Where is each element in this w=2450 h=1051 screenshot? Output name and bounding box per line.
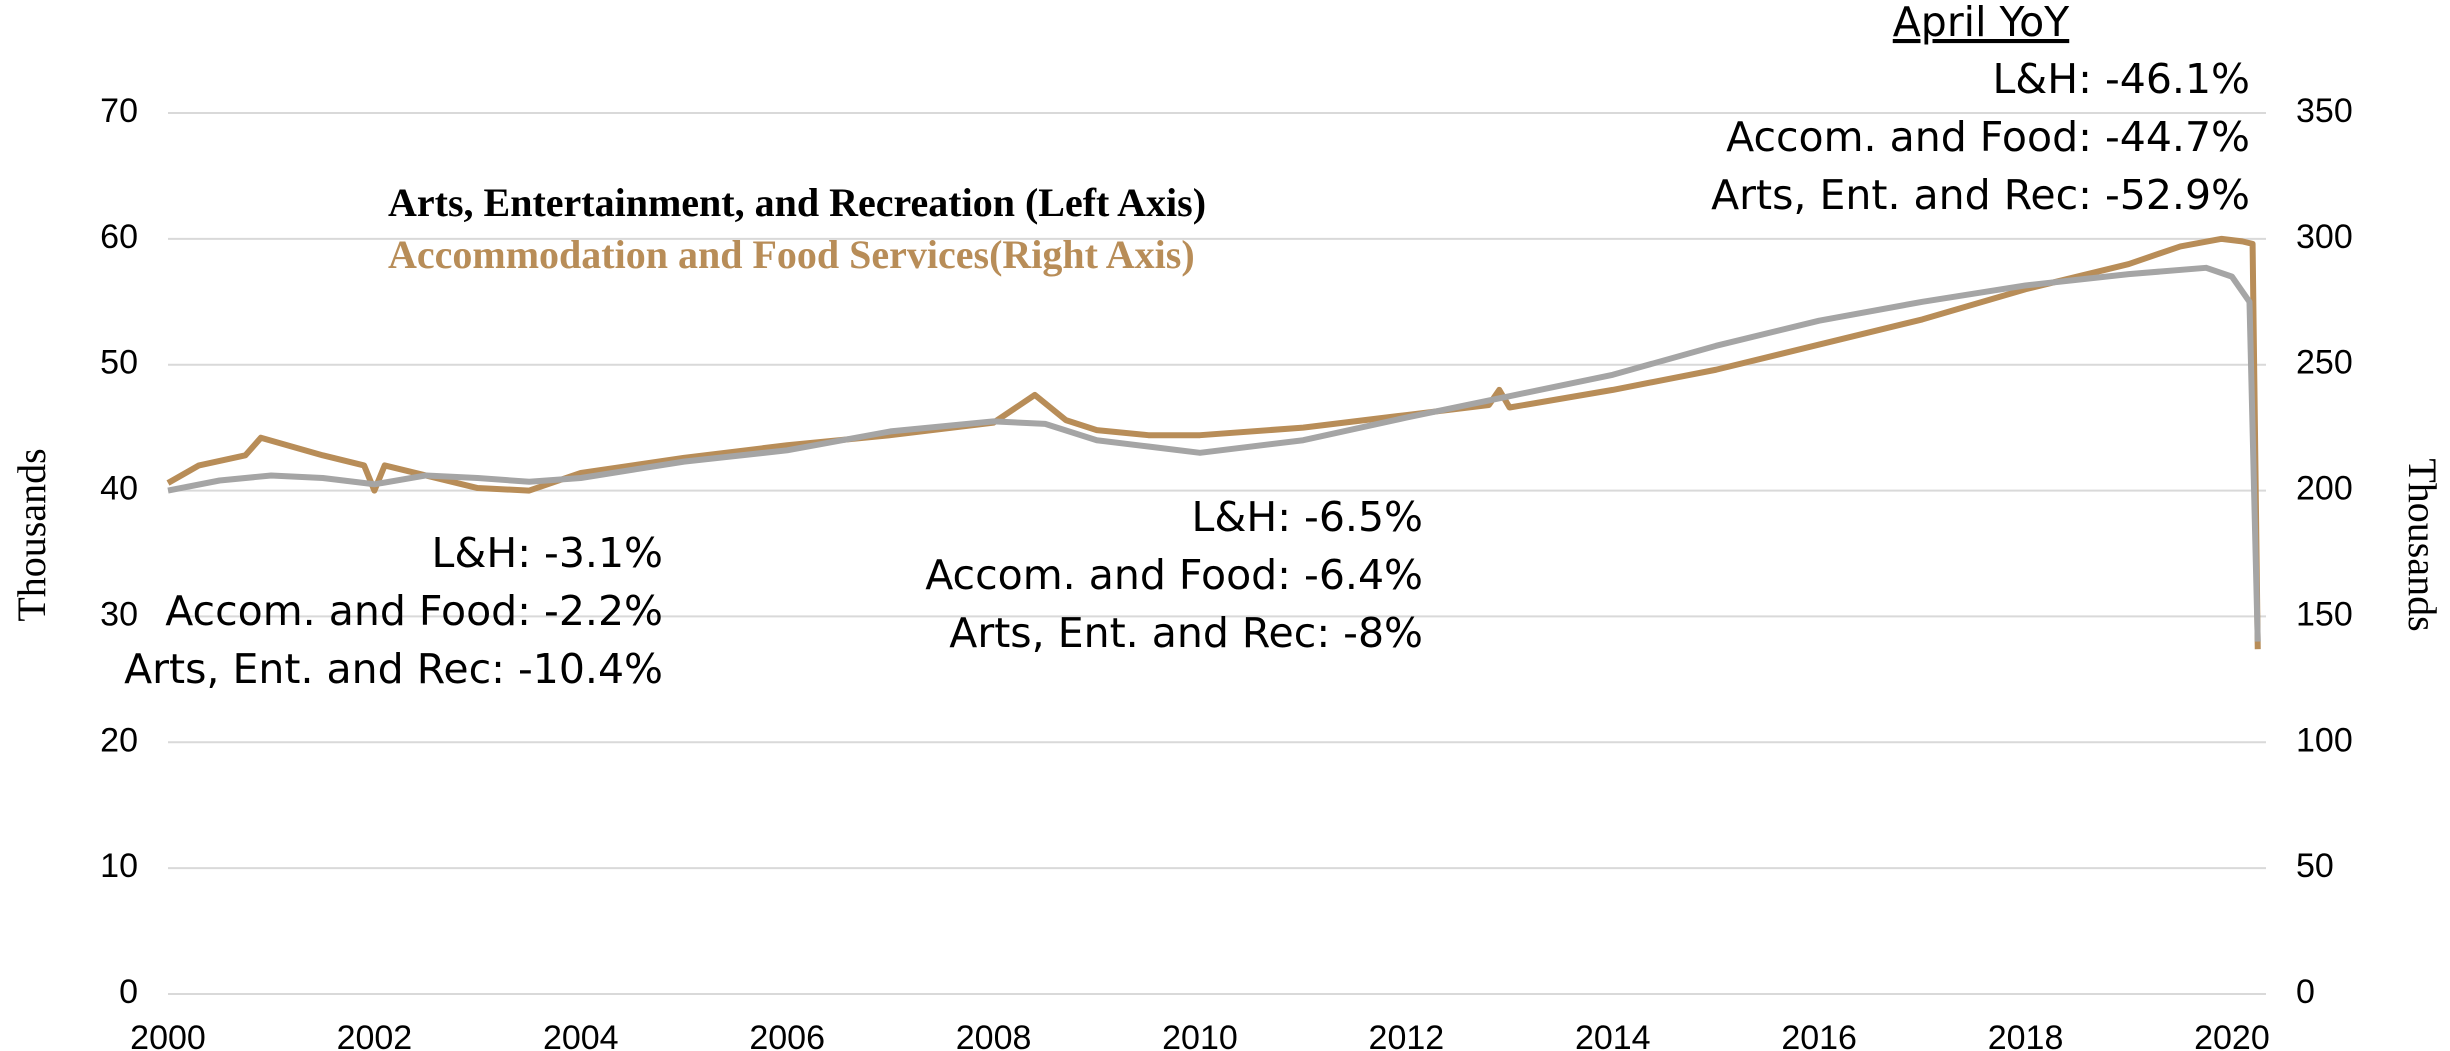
x-tick-label: 2012 [1369,1019,1445,1051]
y2-tick-label: 350 [2296,92,2353,130]
y-tick-label: 70 [100,92,138,130]
annotation: Accom. and Food: -6.4% [925,551,1423,599]
x-tick-label: 2020 [2194,1019,2270,1051]
annotation: L&H: -3.1% [432,529,663,577]
y-tick-label: 30 [100,595,138,633]
x-tick-label: 2004 [543,1019,619,1051]
y-tick-label: 50 [100,344,138,382]
annotation: L&H: -6.5% [1192,493,1423,541]
y2-tick-label: 250 [2296,344,2353,382]
annotation-title: April YoY [1893,0,2070,46]
x-tick-label: 2006 [749,1019,825,1051]
x-tick-label: 2002 [337,1019,413,1051]
x-tick-label: 2000 [130,1019,206,1051]
y-tick-label: 0 [119,973,138,1011]
y-tick-label: 40 [100,470,138,508]
y2-tick-label: 150 [2296,595,2353,633]
x-tick-label: 2008 [956,1019,1032,1051]
x-tick-label: 2016 [1781,1019,1857,1051]
x-tick-label: 2014 [1575,1019,1651,1051]
y2-axis-label: Thousands [2400,458,2445,631]
y2-tick-label: 100 [2296,721,2353,759]
y-tick-label: 60 [100,218,138,256]
y-tick-label: 20 [100,721,138,759]
y2-tick-label: 300 [2296,218,2353,256]
x-tick-label: 2018 [1988,1019,2064,1051]
annotation: Arts, Ent. and Rec: -8% [949,609,1423,657]
annotation: Accom. and Food: -2.2% [165,587,663,635]
annotation: L&H: -46.1% [1992,55,2250,103]
y2-tick-label: 0 [2296,973,2315,1011]
series-line [167,264,2261,642]
annotation: Accom. and Food: -44.7% [1726,113,2250,161]
y-tick-label: 10 [100,847,138,885]
x-tick-label: 2010 [1162,1019,1238,1051]
y2-tick-label: 50 [2296,847,2334,885]
y2-tick-label: 200 [2296,470,2353,508]
annotation: Arts, Ent. and Rec: -10.4% [124,645,663,693]
y-axis-label: Thousands [9,448,54,621]
annotation: Arts, Ent. and Rec: -52.9% [1711,171,2250,219]
legend-entry: Arts, Entertainment, and Recreation (Lef… [388,180,1206,225]
